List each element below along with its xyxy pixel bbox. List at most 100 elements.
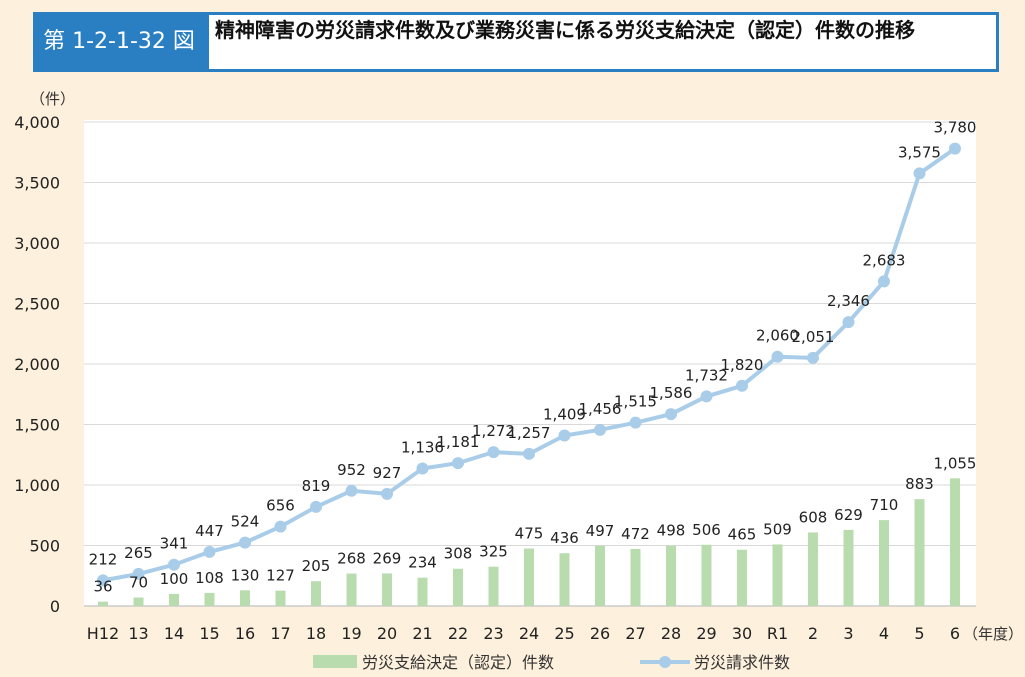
bar-data-label: 498 [657, 522, 686, 540]
y-tick-label: 3,500 [14, 174, 60, 193]
x-tick-label: R1 [767, 624, 788, 643]
y-tick-label: 500 [29, 537, 60, 556]
bar-data-label: 629 [834, 506, 863, 524]
line-data-label: 3,575 [898, 143, 941, 161]
bar-data-label: 325 [479, 543, 508, 561]
y-tick-label: 1,500 [14, 416, 60, 435]
line-data-label: 2,060 [756, 327, 799, 345]
bar-data-label: 608 [799, 508, 828, 526]
x-tick-label: 3 [843, 624, 853, 643]
line-data-label: 656 [266, 497, 295, 515]
line-data-label: 3,780 [934, 119, 977, 137]
bar [808, 532, 818, 606]
line-point [807, 351, 819, 364]
figure-number: 第 1-2-1-32 図 [43, 29, 195, 54]
y-tick-label: 0 [50, 597, 60, 616]
line-point [97, 574, 109, 587]
line-point [949, 142, 961, 155]
line-point [345, 484, 358, 497]
bar-data-label: 130 [231, 566, 260, 584]
y-tick-label: 4,000 [14, 113, 60, 132]
line-data-label: 927 [373, 464, 402, 482]
line-point [203, 545, 216, 558]
x-tick-label: H12 [87, 624, 119, 643]
bar [240, 590, 250, 606]
line-point [665, 408, 677, 421]
line-point [594, 423, 606, 436]
line-data-label: 2,683 [863, 251, 906, 269]
x-tick-label: 30 [732, 624, 752, 643]
bar-data-label: 269 [373, 549, 402, 567]
line-data-label: 265 [124, 544, 153, 562]
bar [524, 548, 534, 606]
x-tick-label: 28 [661, 624, 681, 643]
line-point [523, 447, 535, 460]
x-tick-label: 17 [270, 624, 290, 643]
line-data-label: 1,136 [401, 439, 444, 457]
bar [346, 573, 357, 606]
x-axis-unit: （年度） [963, 625, 1023, 643]
y-tick-label: 2,000 [14, 355, 60, 374]
plot-area [84, 120, 976, 606]
figure-header: 第 1-2-1-32 図 精神障害の労災請求件数及び業務災害に係る労災支給決定（… [33, 12, 999, 72]
bar-data-label: 108 [195, 569, 224, 587]
x-tick-label: 6 [950, 624, 960, 643]
x-tick-label: 26 [590, 624, 610, 643]
bar [737, 549, 747, 606]
bar [559, 553, 570, 606]
bar [914, 499, 925, 606]
line-data-label: 1,820 [721, 356, 764, 374]
y-tick-label: 2,500 [14, 295, 60, 314]
bar [595, 545, 605, 606]
line-point [842, 316, 855, 329]
x-tick-label: 19 [341, 624, 361, 643]
line-point [452, 457, 464, 470]
x-tick-label: 29 [696, 624, 716, 643]
line-point [878, 275, 890, 288]
bar [701, 544, 712, 606]
bar-data-label: 710 [870, 496, 899, 514]
x-tick-label: 5 [914, 624, 924, 643]
bar [488, 566, 499, 606]
line-point [771, 350, 784, 363]
bar [311, 581, 321, 606]
line-data-label: 1,409 [543, 406, 586, 424]
y-tick-label: 1,000 [14, 476, 60, 495]
bar [204, 592, 215, 606]
line-point [416, 462, 429, 475]
bar-data-label: 127 [266, 567, 295, 585]
x-tick-label: 15 [199, 624, 219, 643]
line-point [132, 567, 145, 580]
x-tick-label: 2 [808, 624, 818, 643]
x-tick-label: 20 [377, 624, 397, 643]
line-data-label: 524 [231, 513, 260, 531]
line-data-label: 1,181 [437, 433, 480, 451]
bar-data-label: 36 [93, 578, 112, 596]
line-data-label: 1,586 [650, 384, 693, 402]
bar-data-label: 506 [692, 521, 721, 539]
line-data-label: 2,051 [792, 328, 835, 346]
bar [417, 577, 428, 606]
bar [169, 593, 179, 606]
line-point [274, 520, 287, 533]
line-point [239, 536, 251, 549]
x-tick-label: 13 [128, 624, 148, 643]
line-point [629, 416, 642, 429]
bar-data-label: 234 [408, 554, 437, 572]
bar [133, 597, 144, 606]
line-point [310, 500, 322, 513]
y-tick-label: 3,000 [14, 234, 60, 253]
legend-line-marker [659, 656, 671, 668]
line-data-label: 341 [160, 535, 189, 553]
x-tick-label: 14 [164, 624, 184, 643]
bar-data-label: 205 [302, 557, 331, 575]
line-data-label: 1,272 [472, 422, 515, 440]
bar-data-label: 70 [129, 574, 148, 592]
line-data-label: 2,346 [827, 292, 870, 310]
x-tick-label: 23 [483, 624, 503, 643]
figure-title: 精神障害の労災請求件数及び業務災害に係る労災支給決定（認定）件数の推移 [209, 15, 996, 69]
line-point [168, 558, 180, 571]
line-data-label: 1,515 [614, 393, 657, 411]
bar [275, 590, 286, 606]
